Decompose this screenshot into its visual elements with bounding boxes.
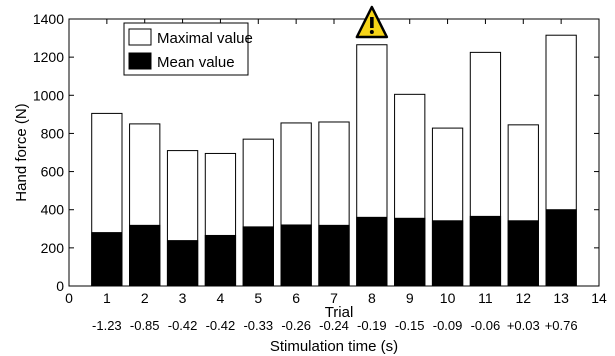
legend-swatch-mean [128,52,152,70]
y-tick-label: 1200 [33,49,64,65]
stimulation-time-label: -0.09 [433,318,463,333]
stimulation-time-label: -0.33 [243,318,273,333]
y-tick-label: 0 [56,278,64,294]
bar-mean-trial-13 [545,209,577,287]
y-tick-label: 400 [41,202,65,218]
x-tick-label: 9 [406,290,414,306]
bar-mean-trial-9 [394,217,426,287]
x-tick-label: 11 [478,290,493,306]
x-tick-label: 7 [330,290,338,306]
bar-mean-trial-5 [242,226,274,287]
bar-mean-trial-4 [204,234,237,287]
stimulation-time-label: -0.42 [168,318,198,333]
bar-mean-trial-10 [431,220,464,287]
y-axis-title: Hand force (N) [13,103,30,201]
warning-icon [355,5,389,39]
bar-mean-trial-8 [356,216,388,287]
bar-mean-trial-12 [507,220,539,287]
warning-exclamation-bar [370,17,374,28]
x-tick-label: 0 [65,290,73,306]
stimulation-time-label: -0.15 [395,318,425,333]
x-tick-label: 5 [254,290,262,306]
bar-mean-trial-11 [469,215,502,287]
legend: Maximal value Mean value [123,22,253,76]
stimulation-time-label: -1.23 [92,318,122,333]
stimulation-axis-title: Stimulation time (s) [270,338,398,355]
stimulation-time-label: -0.42 [206,318,236,333]
legend-swatch-maximal [128,28,152,46]
stimulation-time-label: +0.03 [507,318,540,333]
x-tick-label: 14 [591,290,607,306]
y-tick-label: 600 [41,164,65,180]
bar-mean-trial-7 [318,224,350,287]
x-tick-label: 12 [515,290,531,306]
x-axis-title: Trial [325,304,354,321]
bar-mean-trial-3 [166,240,199,287]
y-tick-label: 200 [41,240,65,256]
warning-exclamation-dot [369,30,374,34]
legend-label-maximal: Maximal value [157,30,253,47]
x-tick-label: 8 [368,290,376,306]
bars [91,34,577,287]
x-tick-label: 2 [141,290,149,306]
y-tick-label: 1400 [33,11,64,27]
bar-mean-trial-1 [91,232,123,287]
y-tick-label: 1000 [33,87,64,103]
bar-mean-trial-6 [280,224,312,287]
x-tick-label: 3 [179,290,187,306]
bar-mean-trial-2 [129,224,161,287]
stimulation-time-label: -0.85 [130,318,160,333]
stimulation-time-label: -0.24 [319,318,349,333]
stimulation-time-label: -0.19 [357,318,387,333]
x-tick-label: 6 [292,290,300,306]
x-tick-label: 13 [553,290,569,306]
stimulation-time-labels: -1.23 -0.85 -0.42 -0.42 -0.33 -0.26 -0.24 -0.19… [92,318,578,333]
x-tick-label: 4 [217,290,225,306]
x-tick-label: 10 [440,290,456,306]
stimulation-time-label: +0.76 [545,318,578,333]
x-tick-label: 1 [103,290,111,306]
y-tick-label: 800 [41,125,65,141]
stimulation-time-label: -0.26 [281,318,311,333]
y-axis-ticks: 0 200 400 600 800 1000 1200 1400 [33,11,599,294]
legend-label-mean: Mean value [157,54,235,71]
stimulation-time-label: -0.06 [471,318,501,333]
